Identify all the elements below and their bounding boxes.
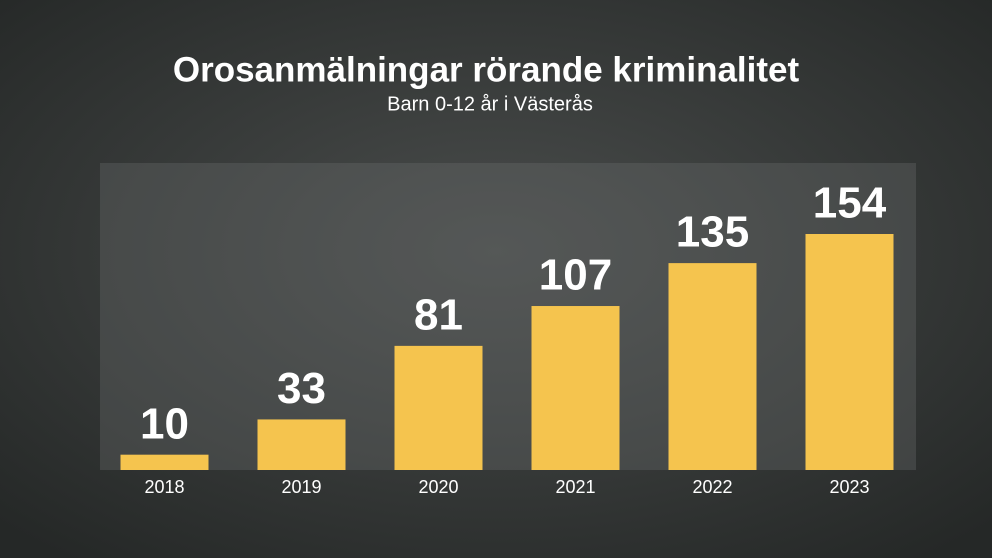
x-tick-label: 2019 xyxy=(281,477,321,497)
x-tick-label: 2021 xyxy=(555,477,595,497)
value-label: 154 xyxy=(813,179,887,228)
x-tick-label: 2018 xyxy=(144,477,184,497)
x-tick-label: 2020 xyxy=(418,477,458,497)
x-tick-label: 2023 xyxy=(829,477,869,497)
bar xyxy=(805,234,894,470)
value-label: 33 xyxy=(277,364,326,413)
value-label: 81 xyxy=(414,290,463,339)
bar xyxy=(531,306,620,470)
bar xyxy=(120,454,209,470)
bar xyxy=(668,263,757,470)
bar xyxy=(257,419,346,470)
chart-subtitle: Barn 0-12 år i Västerås xyxy=(387,93,593,115)
bar xyxy=(394,345,483,470)
value-label: 107 xyxy=(539,251,612,300)
plot-panel xyxy=(100,163,916,470)
value-label: 10 xyxy=(140,399,189,448)
x-tick-label: 2022 xyxy=(692,477,732,497)
chart-title: Orosanmälningar rörande kriminalitet xyxy=(173,50,800,89)
value-label: 135 xyxy=(676,208,749,257)
